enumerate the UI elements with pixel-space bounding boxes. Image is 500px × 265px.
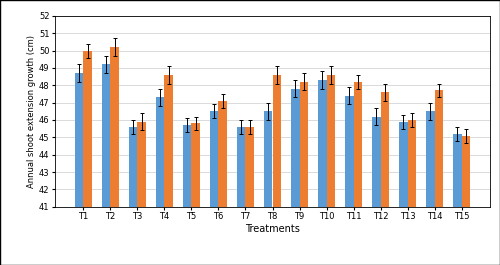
Bar [110,47,119,265]
Bar [462,136,470,265]
Bar [380,92,389,265]
Bar [300,82,308,265]
Bar [264,111,272,265]
Bar [129,127,138,265]
Y-axis label: Annual shoot extension growth (cm): Annual shoot extension growth (cm) [27,35,36,188]
Bar [326,75,335,265]
Bar [345,96,354,265]
Bar [372,117,380,265]
Bar [272,75,281,265]
Bar [237,127,246,265]
Bar [84,51,92,265]
Bar [399,122,407,265]
Bar [192,123,200,265]
Bar [453,134,462,265]
Bar [218,101,227,265]
Bar [164,75,173,265]
Bar [246,127,254,265]
X-axis label: Treatments: Treatments [245,224,300,234]
Bar [75,73,84,265]
Bar [434,90,443,265]
Bar [318,80,326,265]
Bar [156,98,164,265]
Bar [408,120,416,265]
Bar [102,64,110,265]
Bar [210,111,218,265]
Bar [138,122,146,265]
Bar [291,89,300,265]
Bar [354,82,362,265]
Bar [183,125,192,265]
Bar [426,111,434,265]
